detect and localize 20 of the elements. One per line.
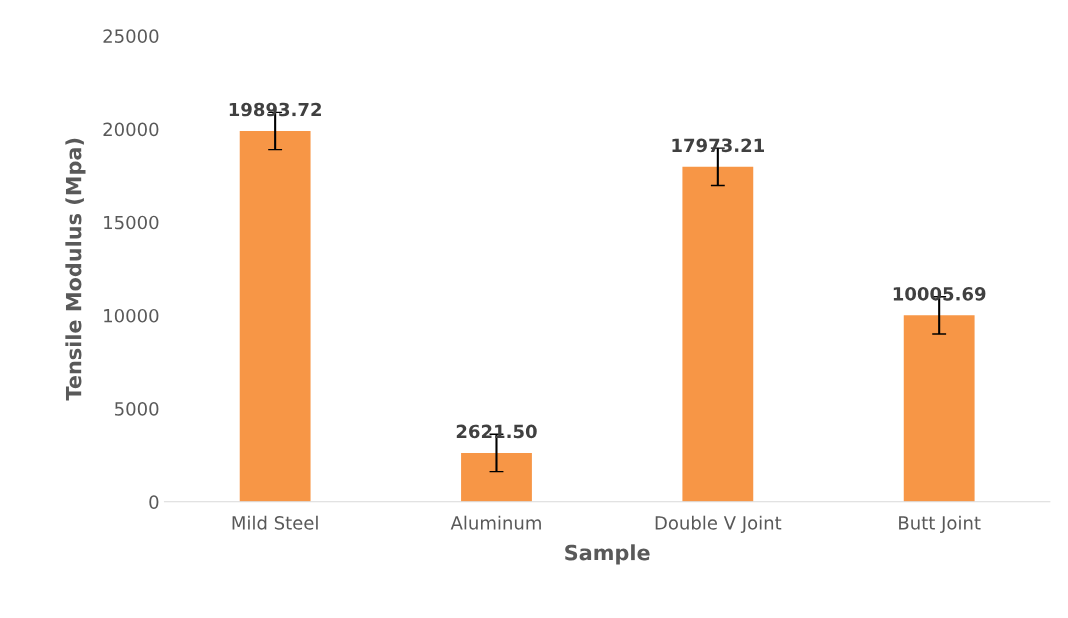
- y-tick-label: 20000: [103, 122, 159, 137]
- data-label: 2621.50: [456, 424, 537, 439]
- bar: [903, 315, 975, 502]
- x-axis-title: Sample: [565, 544, 650, 565]
- y-tick-label: 10000: [104, 308, 159, 323]
- bar: [461, 452, 532, 502]
- y-tick-label: 0: [149, 495, 159, 509]
- x-tick-label: Mild Steel: [232, 515, 318, 530]
- bar: [682, 166, 754, 502]
- bar: [239, 131, 311, 502]
- x-tick-label: Butt Joint: [899, 515, 981, 534]
- y-tick-label: 25000: [103, 29, 159, 43]
- data-label: 10005.69: [893, 286, 986, 301]
- data-label: 17973.21: [672, 138, 764, 153]
- y-tick-label: 5000: [115, 402, 159, 416]
- y-tick-label: 15000: [104, 215, 159, 230]
- data-label: 19893.72: [229, 102, 321, 117]
- x-tick-label: Aluminum: [450, 515, 541, 530]
- y-axis-title: Tensile Modulus (Mpa): [65, 138, 86, 401]
- x-tick-label: Double V Joint: [655, 515, 782, 534]
